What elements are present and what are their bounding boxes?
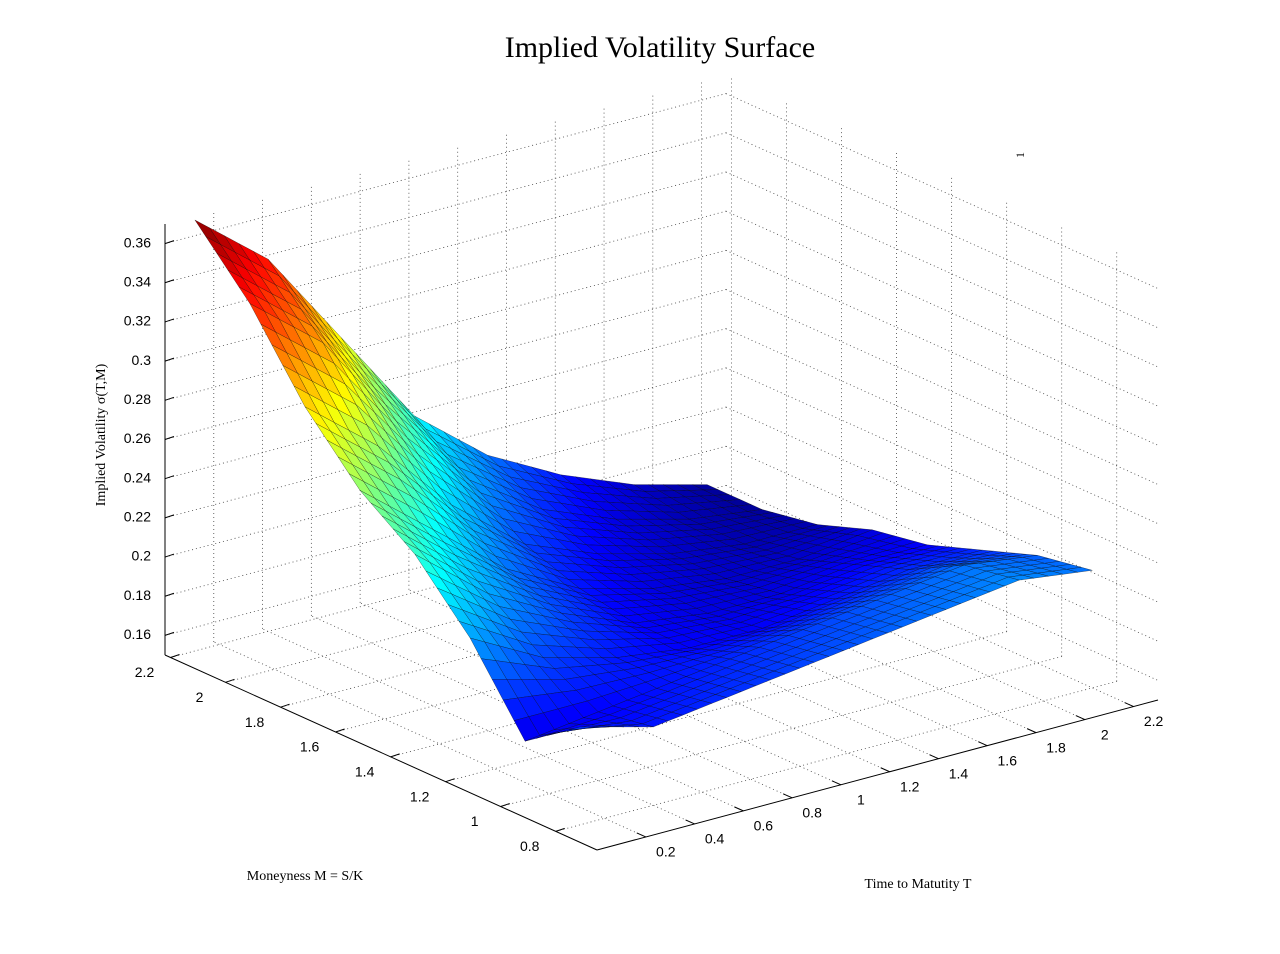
y-tick [225, 678, 235, 683]
z-tick-label: 0.34 [124, 273, 151, 289]
z-tick-label: 0.28 [124, 391, 151, 407]
x-tick-label: 0.6 [754, 818, 774, 834]
grid-line [164, 93, 727, 244]
y-tick-label: 1.2 [410, 788, 430, 804]
y-tick [390, 753, 400, 758]
grid-line [164, 328, 727, 480]
grid-line [725, 367, 1159, 564]
z-tick [164, 553, 175, 558]
x-tick [1124, 702, 1134, 707]
z-tick [164, 592, 175, 597]
grid-line [555, 680, 1117, 832]
grid-line [170, 507, 732, 658]
grid-line [164, 210, 727, 362]
z-tick [164, 357, 175, 362]
y-tick [280, 703, 290, 708]
grid-line [725, 445, 1159, 642]
grid-line [164, 367, 727, 519]
y-tick-label: 2.2 [135, 664, 155, 680]
grid-line [213, 641, 646, 838]
z-tick-label: 0.22 [124, 509, 151, 525]
grid-line [725, 171, 1159, 368]
y-axis [164, 654, 598, 851]
chart-title: Implied Volatility Surface [505, 31, 816, 64]
x-tick-label: 1.4 [949, 765, 969, 781]
grid-line [280, 556, 842, 708]
x-axis [596, 699, 1159, 851]
z-tick-label: 0.32 [124, 313, 151, 329]
x-tick [978, 741, 988, 747]
x-tick [685, 819, 695, 825]
grid-line [164, 485, 727, 636]
y-tick [555, 827, 565, 832]
x-tick [929, 754, 939, 760]
x-tick [1026, 728, 1037, 734]
x-tick [1075, 715, 1086, 721]
x-tick-label: 1.8 [1046, 739, 1066, 755]
grid-line [725, 289, 1159, 485]
y-tick [500, 803, 510, 808]
grid-line [335, 581, 897, 733]
surface-patch [569, 726, 595, 730]
z-tick [164, 279, 175, 284]
x-tick [636, 832, 646, 838]
grid-line [164, 406, 727, 558]
grid-line [445, 631, 1007, 783]
x-tick [880, 767, 890, 773]
grid-line [725, 328, 1159, 525]
grid-line [725, 249, 1159, 446]
x-tick-label: 0.2 [656, 844, 676, 860]
z-tick [164, 396, 175, 401]
y-tick-label: 1.8 [245, 714, 265, 730]
x-axis-label: Time to Matutity T [865, 877, 972, 892]
x-tick-label: 1.2 [900, 778, 920, 794]
x-tick-label: 2 [1101, 726, 1109, 742]
grid-line [225, 531, 787, 683]
z-tick-label: 0.18 [124, 587, 151, 603]
x-tick-label: 2.2 [1144, 713, 1164, 729]
y-tick-label: 1 [471, 813, 479, 829]
z-axis-label: Implied Volatility σ(T,M) [94, 363, 109, 506]
z-tick-label: 0.3 [132, 352, 152, 368]
y-tick-label: 0.8 [520, 838, 540, 854]
y-tick [445, 778, 455, 783]
z-tick-label: 0.26 [124, 430, 151, 446]
y-axis-label: Moneyness M = S/K [247, 869, 363, 884]
x-tick [734, 806, 744, 812]
y-tick [335, 728, 345, 733]
grid-line [262, 628, 695, 825]
z-tick [164, 318, 175, 323]
x-tick-label: 1 [857, 791, 865, 807]
grid-line [725, 93, 1159, 289]
z-tick-label: 0.2 [132, 548, 152, 564]
z-tick [164, 240, 175, 245]
grid-line [500, 656, 1062, 807]
x-tick-label: 0.8 [802, 805, 822, 821]
y-tick-label: 2 [196, 689, 204, 705]
grid-line [725, 406, 1159, 603]
grid-line [725, 210, 1159, 407]
grid-line [725, 132, 1159, 329]
z-tick [164, 514, 175, 519]
x-tick [782, 793, 793, 799]
grid-line [164, 249, 727, 401]
x-tick-label: 1.6 [998, 752, 1018, 768]
x-tick-label: 0.4 [705, 831, 725, 847]
x-tick [831, 780, 842, 786]
grid-line [164, 445, 727, 597]
z-tick-label: 0.36 [124, 234, 151, 250]
z-tick-label: 0.16 [124, 626, 151, 642]
y-tick-label: 1.4 [355, 764, 375, 780]
y-tick-label: 1.6 [300, 739, 320, 755]
z-tick [164, 475, 175, 480]
z-tick [164, 436, 175, 440]
annotation: 1 [1013, 152, 1027, 158]
grid-line [390, 606, 952, 758]
grid-line [164, 289, 727, 440]
z-tick-label: 0.24 [124, 469, 151, 485]
y-tick [170, 654, 180, 658]
z-tick [164, 631, 175, 636]
